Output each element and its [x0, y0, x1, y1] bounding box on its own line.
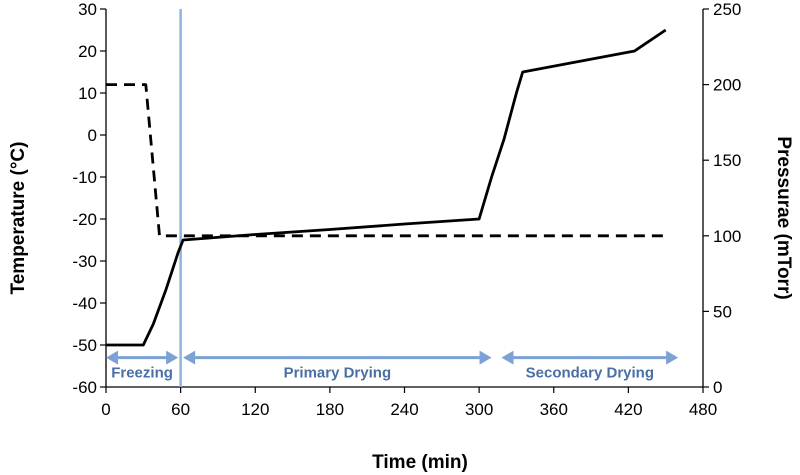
left-axis-title: Temperature (°C) [8, 142, 29, 295]
phase-arrow-head-right [166, 350, 179, 365]
phase-arrow: Secondary Drying [501, 350, 679, 382]
right-tick-label: 150 [713, 151, 741, 170]
right-axis-ticks: 0 50 100 150 200 250 [703, 0, 741, 397]
x-tick-label: 180 [316, 400, 344, 419]
phase-arrow-head-left [183, 350, 196, 365]
temperature-series-line [106, 28, 667, 347]
right-tick-label: 0 [713, 378, 722, 397]
right-tick-label: 200 [713, 76, 741, 95]
x-tick-label: 240 [390, 400, 418, 419]
x-tick-label: 480 [689, 400, 717, 419]
left-tick-label: -30 [72, 252, 97, 271]
left-tick-label: 0 [88, 126, 97, 145]
phase-arrow-head-right [666, 350, 679, 365]
x-tick-label: 300 [465, 400, 493, 419]
left-tick-label: -40 [72, 294, 97, 313]
phase-annotations: Freezing Primary Drying Secondary Drying [106, 350, 679, 382]
left-tick-label: 30 [78, 0, 97, 19]
axes [105, 9, 704, 388]
left-tick-label: -10 [72, 168, 97, 187]
left-axis-ticks: -60 -50 -40 -30 -20 -10 0 10 20 30 [72, 0, 106, 397]
x-axis-ticks: 0 60 120 180 240 300 360 420 480 [101, 387, 717, 419]
phase-arrow-head-left [106, 350, 118, 365]
right-tick-label: 250 [713, 0, 741, 19]
phase-label: Freezing [111, 365, 173, 382]
x-axis-title: Time (min) [372, 452, 468, 473]
x-tick-label: 420 [614, 400, 642, 419]
phase-label: Primary Drying [284, 365, 392, 382]
phase-arrow-head-left [501, 350, 514, 365]
phase-arrow: Primary Drying [183, 350, 492, 382]
right-axis-title: Pressurae (mTorr) [773, 136, 794, 299]
phase-label: Secondary Drying [526, 365, 654, 382]
phase-arrow: Freezing [106, 350, 179, 382]
x-tick-label: 120 [241, 400, 269, 419]
left-tick-label: 20 [78, 42, 97, 61]
x-tick-label: 60 [171, 400, 190, 419]
left-tick-label: 10 [78, 84, 97, 103]
x-tick-label: 0 [101, 400, 110, 419]
left-tick-label: -60 [72, 378, 97, 397]
left-tick-label: -20 [72, 210, 97, 229]
pressure-series-line [106, 83, 666, 238]
series-group [106, 28, 667, 347]
right-tick-label: 100 [713, 227, 741, 246]
phase-arrow-head-right [479, 350, 492, 365]
right-tick-label: 50 [713, 302, 732, 321]
left-tick-label: -50 [72, 336, 97, 355]
x-tick-label: 360 [540, 400, 568, 419]
